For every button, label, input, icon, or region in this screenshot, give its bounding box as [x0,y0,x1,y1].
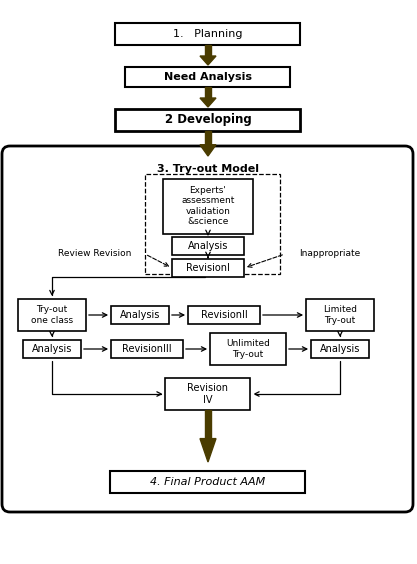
Text: Unlimited
Try-out: Unlimited Try-out [226,340,270,359]
Bar [111,306,169,324]
Text: RevisionI: RevisionI [186,263,230,273]
FancyBboxPatch shape [2,146,413,512]
Bar [116,109,301,131]
Text: RevisionIII: RevisionIII [122,344,172,354]
Polygon shape [200,98,216,107]
Polygon shape [200,145,216,156]
Bar [145,174,280,274]
Text: Experts'
assessment
validation
&science: Experts' assessment validation &science [181,186,235,226]
Text: Limited
Try-out: Limited Try-out [323,305,357,325]
Bar [163,178,253,233]
Text: 1.   Planning: 1. Planning [173,29,243,39]
Text: 3. Try-out Model: 3. Try-out Model [157,164,259,174]
Text: Inappropriate: Inappropriate [299,249,361,258]
Text: Revision
IV: Revision IV [188,383,229,405]
Text: Analysis: Analysis [188,241,228,251]
Bar [18,299,86,331]
Bar [306,299,374,331]
Bar [166,378,251,410]
Bar [111,471,306,493]
Bar [172,259,244,277]
Bar [111,340,183,358]
Text: Analysis: Analysis [120,310,160,320]
Bar [116,23,301,45]
Bar [311,340,369,358]
Text: 4. Final Product AAM: 4. Final Product AAM [151,477,266,487]
Bar [172,237,244,255]
Bar [205,87,211,98]
Bar [205,45,211,56]
Polygon shape [200,439,216,462]
Bar [23,340,81,358]
Text: 2 Developing: 2 Developing [165,113,251,126]
Text: Try-out
one class: Try-out one class [31,305,73,325]
Polygon shape [200,56,216,65]
Bar [126,67,291,87]
Text: Need Analysis: Need Analysis [164,72,252,82]
Text: Analysis: Analysis [320,344,360,354]
Bar [205,410,211,439]
Bar [188,306,260,324]
Text: Analysis: Analysis [32,344,72,354]
Text: RevisionII: RevisionII [201,310,247,320]
Bar [205,131,211,145]
Text: Review Revision: Review Revision [58,249,132,258]
Bar [210,333,286,365]
